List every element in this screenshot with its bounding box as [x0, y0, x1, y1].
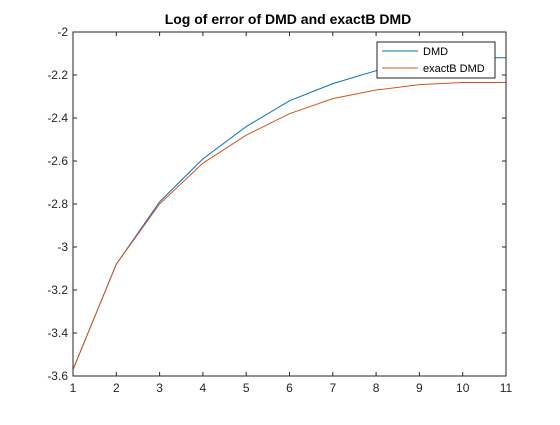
x-tick-label: 3 — [156, 381, 163, 395]
x-tick-label: 2 — [113, 381, 120, 395]
series-layer — [72, 57, 506, 370]
x-axis: 1 2 3 4 5 6 7 8 9 10 11 — [70, 32, 513, 395]
y-tick-label: -2.6 — [47, 154, 68, 168]
x-tick-label: 11 — [500, 381, 513, 395]
legend-box — [376, 41, 496, 79]
x-tick-label: 5 — [243, 381, 250, 395]
legend: DMD exactB DMD — [376, 41, 496, 79]
x-tick-label: 6 — [286, 381, 293, 395]
y-tick-label: -2 — [57, 25, 68, 39]
y-axis: -2 -2.2 -2.4 -2.6 -2.8 -3 -3.2 -3.4 -3.6 — [47, 25, 506, 383]
x-tick-label: 10 — [456, 381, 470, 395]
x-tick-label: 9 — [416, 381, 423, 395]
y-tick-label: -3.2 — [47, 283, 68, 297]
y-tick-label: -3 — [57, 240, 68, 254]
y-tick-label: -2.2 — [47, 68, 68, 82]
x-tick-label: 7 — [329, 381, 336, 395]
y-tick-label: -2.4 — [47, 111, 68, 125]
series-line-exactb-dmd — [72, 82, 506, 370]
legend-entry-exactb-dmd: exactB DMD — [423, 63, 485, 75]
legend-entry-dmd: DMD — [423, 46, 448, 58]
x-tick-label: 1 — [70, 381, 77, 395]
x-tick-label: 4 — [200, 381, 207, 395]
chart-title: Log of error of DMD and exactB DMD — [165, 11, 412, 27]
x-tick-label: 8 — [373, 381, 380, 395]
y-tick-label: -3.4 — [47, 326, 68, 340]
y-tick-label: -2.8 — [47, 197, 68, 211]
y-tick-label: -3.6 — [47, 369, 68, 383]
series-line-dmd — [72, 57, 506, 370]
